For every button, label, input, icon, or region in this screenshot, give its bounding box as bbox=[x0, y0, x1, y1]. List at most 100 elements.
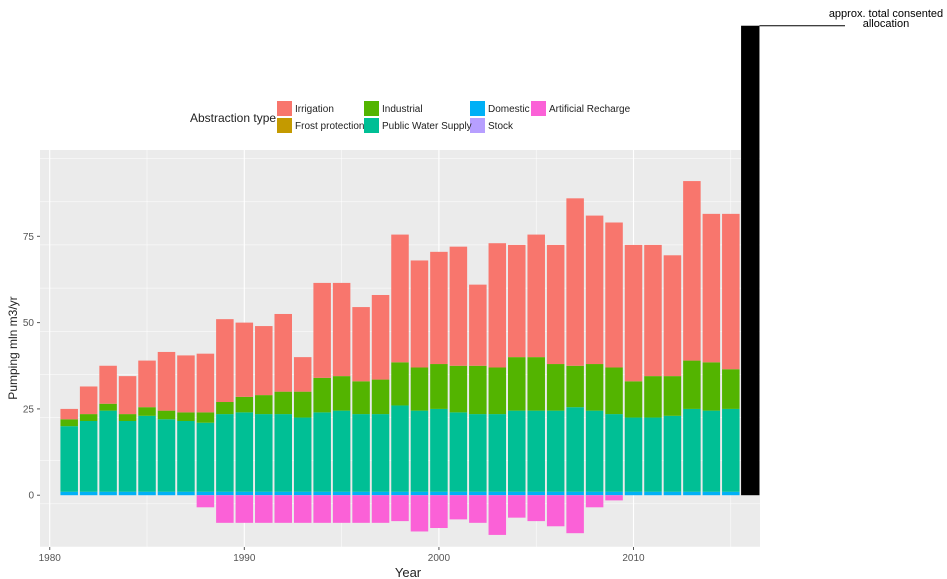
bar-irrigation-1993 bbox=[293, 357, 312, 392]
bar-public-water-supply-1999 bbox=[410, 410, 429, 492]
x-axis-label: Year bbox=[395, 565, 422, 579]
bar-industrial-1986 bbox=[157, 410, 176, 420]
bar-domestic-1997 bbox=[371, 491, 390, 496]
bar-public-water-supply-2008 bbox=[585, 410, 604, 492]
x-tick-label: 2010 bbox=[622, 553, 645, 564]
bar-industrial-2000 bbox=[430, 364, 448, 409]
bar-public-water-supply-1994 bbox=[313, 412, 331, 492]
bar-public-water-supply-1982 bbox=[79, 420, 98, 492]
y-tick-label: 50 bbox=[23, 318, 35, 329]
bar-industrial-1984 bbox=[118, 414, 137, 421]
bar-industrial-2004 bbox=[508, 357, 526, 411]
legend-label-industrial: Industrial bbox=[382, 104, 423, 115]
bar-industrial-2012 bbox=[663, 376, 682, 416]
bar-industrial-1996 bbox=[352, 381, 370, 415]
y-tick-label: 25 bbox=[23, 404, 35, 415]
annotation-line-1: approx. total consented bbox=[829, 8, 943, 20]
bar-domestic-1991 bbox=[255, 491, 273, 496]
bar-irrigation-1990 bbox=[235, 322, 254, 397]
bar-domestic-2012 bbox=[663, 491, 682, 496]
bar-industrial-2010 bbox=[624, 381, 643, 418]
y-axis-ticks: 0 25 50 75 bbox=[23, 232, 40, 502]
bar-industrial-1990 bbox=[235, 396, 254, 413]
x-tick-label: 1990 bbox=[233, 553, 256, 564]
bar-domestic-2010 bbox=[624, 491, 643, 496]
bar-industrial-1985 bbox=[138, 407, 156, 416]
bar-public-water-supply-1991 bbox=[255, 414, 273, 492]
legend-label-public-water-supply: Public Water Supply bbox=[382, 121, 472, 132]
bar-industrial-1982 bbox=[79, 414, 98, 421]
legend-label-stock: Stock bbox=[488, 121, 514, 132]
bar-industrial-1992 bbox=[274, 391, 292, 415]
bar-public-water-supply-2014 bbox=[702, 410, 721, 492]
bar-irrigation-2001 bbox=[449, 246, 468, 366]
bar-domestic-1999 bbox=[410, 491, 429, 496]
bar-irrigation-1996 bbox=[352, 307, 370, 382]
bar-artificial-recharge-2001 bbox=[449, 495, 468, 520]
legend-key-public-water-supply bbox=[364, 118, 379, 133]
bar-irrigation-2009 bbox=[605, 222, 623, 368]
bar-irrigation-1994 bbox=[313, 282, 331, 378]
legend-title: Abstraction type bbox=[190, 111, 276, 125]
bar-artificial-recharge-2000 bbox=[430, 495, 448, 529]
bar-public-water-supply-1993 bbox=[293, 417, 312, 492]
legend-label-frost-protection: Frost protection bbox=[295, 121, 364, 132]
bar-industrial-1983 bbox=[99, 403, 117, 411]
bar-domestic-2005 bbox=[527, 491, 545, 496]
legend-label-irrigation: Irrigation bbox=[295, 104, 334, 115]
bar-industrial-1991 bbox=[255, 395, 273, 415]
bar-irrigation-2006 bbox=[546, 244, 565, 365]
bar-artificial-recharge-1998 bbox=[391, 495, 409, 522]
legend-key-irrigation bbox=[277, 101, 292, 116]
y-tick-label: 0 bbox=[28, 491, 34, 502]
bar-irrigation-1995 bbox=[332, 282, 351, 377]
bar-public-water-supply-2003 bbox=[488, 414, 507, 492]
bar-artificial-recharge-2006 bbox=[546, 495, 565, 527]
bar-irrigation-1984 bbox=[118, 376, 137, 415]
legend-key-artificial-recharge bbox=[531, 101, 546, 116]
bar-public-water-supply-1988 bbox=[196, 422, 215, 492]
bar-artificial-recharge-2003 bbox=[488, 495, 507, 535]
bar-public-water-supply-1987 bbox=[177, 420, 195, 492]
bar-industrial-2013 bbox=[683, 360, 701, 409]
bar-irrigation-2002 bbox=[469, 284, 487, 366]
bar-domestic-1988 bbox=[196, 491, 215, 496]
bar-public-water-supply-2000 bbox=[430, 408, 448, 492]
legend-label-artificial-recharge: Artificial Recharge bbox=[549, 104, 631, 115]
bar-domestic-1993 bbox=[293, 491, 312, 496]
bar-irrigation-2012 bbox=[663, 255, 682, 377]
bar-public-water-supply-1984 bbox=[118, 420, 137, 492]
bar-public-water-supply-1985 bbox=[138, 415, 156, 492]
bar-domestic-2008 bbox=[585, 491, 604, 496]
bar-irrigation-1989 bbox=[216, 319, 234, 403]
bar-domestic-1986 bbox=[157, 491, 176, 496]
bar-artificial-recharge-2005 bbox=[527, 495, 545, 522]
x-tick-label: 2000 bbox=[428, 553, 451, 564]
bar-irrigation-2014 bbox=[702, 213, 721, 363]
bar-industrial-2009 bbox=[605, 367, 623, 415]
bar-industrial-2001 bbox=[449, 365, 468, 413]
bars-layer bbox=[60, 181, 740, 535]
bar-industrial-2005 bbox=[527, 357, 545, 411]
bar-irrigation-1985 bbox=[138, 360, 156, 408]
bar-artificial-recharge-1993 bbox=[293, 495, 312, 523]
bar-industrial-1999 bbox=[410, 367, 429, 411]
bar-artificial-recharge-2002 bbox=[469, 495, 487, 523]
bar-industrial-1997 bbox=[371, 379, 390, 415]
bar-artificial-recharge-1999 bbox=[410, 495, 429, 532]
bar-industrial-1988 bbox=[196, 412, 215, 423]
bar-domestic-2009 bbox=[605, 491, 623, 496]
bar-public-water-supply-1981 bbox=[60, 426, 78, 492]
bar-industrial-2011 bbox=[644, 376, 662, 418]
allocation-bar bbox=[741, 25, 760, 496]
bar-irrigation-1981 bbox=[60, 408, 78, 420]
legend-key-domestic bbox=[470, 101, 485, 116]
bar-artificial-recharge-2009 bbox=[605, 495, 623, 501]
bar-irrigation-1992 bbox=[274, 313, 292, 392]
bar-public-water-supply-1997 bbox=[371, 414, 390, 492]
bar-domestic-1987 bbox=[177, 491, 195, 496]
bar-domestic-2011 bbox=[644, 491, 662, 496]
bar-industrial-2003 bbox=[488, 367, 507, 415]
bar-industrial-2007 bbox=[566, 365, 584, 408]
bar-irrigation-1983 bbox=[99, 365, 117, 404]
